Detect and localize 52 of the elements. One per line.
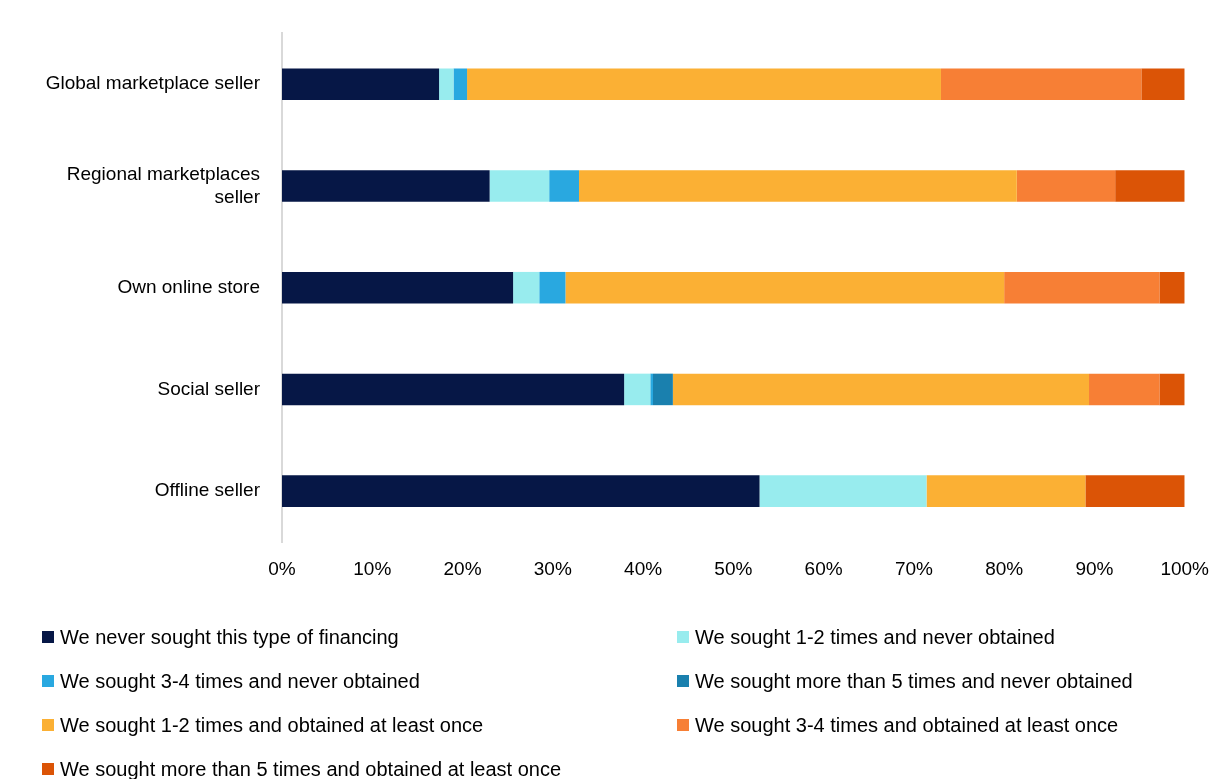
bar: [489, 170, 550, 202]
legend-label: We sought 3-4 times and never obtained: [60, 669, 420, 693]
bar: [672, 373, 1090, 406]
bar: [1085, 475, 1185, 507]
y-tick-label: Global marketplace seller: [45, 72, 261, 94]
bar: [282, 475, 760, 507]
bar: [1159, 271, 1185, 304]
bar: [565, 271, 1005, 304]
x-tick-label: 20%: [443, 557, 482, 579]
bar: [1141, 68, 1185, 101]
bar: [940, 68, 1142, 101]
x-tick-label: 50%: [714, 557, 753, 579]
x-tick-label: 0%: [268, 557, 296, 579]
x-tick-label: 100%: [1160, 557, 1210, 579]
bar: [282, 170, 490, 202]
x-tick-label: 70%: [894, 557, 934, 579]
bar: [467, 68, 941, 101]
y-tick-label: Regional marketplaces seller: [66, 162, 261, 207]
bar: [653, 373, 673, 406]
bar: [549, 170, 579, 202]
x-tick-label: 60%: [804, 557, 843, 579]
y-tick-label: Social seller: [157, 377, 261, 399]
x-tick-label: 10%: [353, 557, 392, 579]
bar: [282, 68, 440, 101]
bar: [624, 373, 651, 406]
legend-label: We sought 1-2 times and obtained at least once: [60, 713, 484, 737]
y-tick-label: Offline seller: [154, 479, 261, 501]
bar: [759, 475, 927, 507]
bar: [282, 271, 514, 304]
x-tick-label: 40%: [624, 557, 663, 579]
x-tick-label: 80%: [985, 557, 1024, 579]
y-tick-label: Own online store: [117, 275, 260, 297]
legend-label: We sought 3-4 times and obtained at least once: [695, 713, 1119, 737]
bar: [282, 373, 625, 406]
x-tick-label: 30%: [533, 557, 572, 579]
bar: [1004, 271, 1160, 304]
bar: [439, 68, 454, 101]
bar: [1115, 170, 1185, 202]
bar: [1089, 373, 1160, 406]
legend-label: We sought 1-2 times and never obtained: [695, 625, 1055, 649]
bar: [1016, 170, 1116, 202]
bar: [1159, 373, 1185, 406]
bar: [453, 68, 468, 101]
x-tick-label: 90%: [1075, 557, 1114, 579]
legend-label: We never sought this type of financing: [60, 625, 399, 649]
bar: [513, 271, 540, 304]
bar: [650, 373, 654, 406]
legend-label: We sought more than 5 times and never obtained: [695, 669, 1133, 693]
bar: [539, 271, 566, 304]
legend-label: We sought more than 5 times and obtained at least once: [60, 757, 562, 779]
bar: [926, 475, 1086, 507]
bar: [578, 170, 1017, 202]
